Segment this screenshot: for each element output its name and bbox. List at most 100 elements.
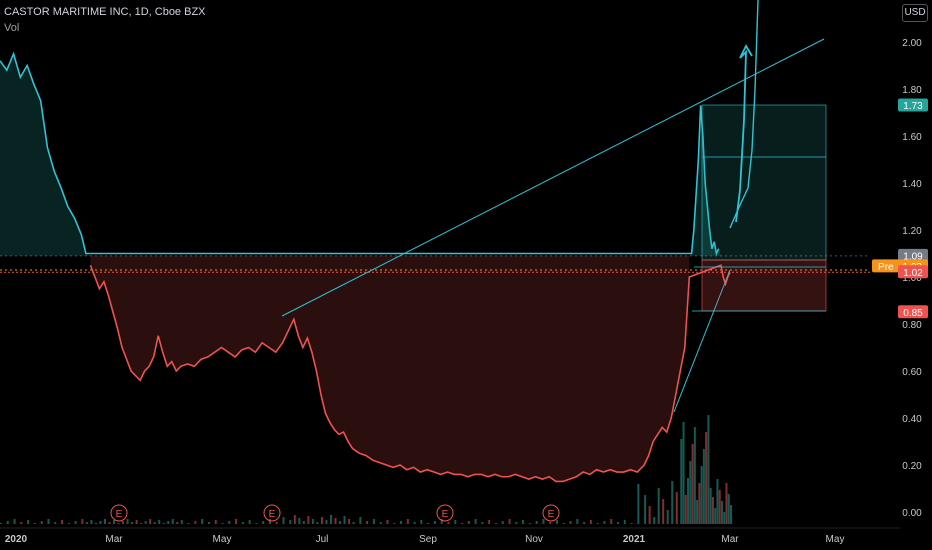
earnings-marker[interactable] xyxy=(436,504,454,522)
price-badge xyxy=(898,248,928,262)
volume-bar xyxy=(6,521,9,524)
volume-bar xyxy=(180,520,183,524)
projection-path[interactable] xyxy=(729,0,759,229)
volume-bar xyxy=(126,519,129,524)
earnings-marker-label: E xyxy=(548,509,555,520)
volume-bar xyxy=(176,522,179,524)
volume-bar xyxy=(687,478,690,524)
volume-bar xyxy=(433,521,436,524)
volume-bar xyxy=(522,520,525,524)
volume-bar xyxy=(316,522,319,524)
volume-bar xyxy=(549,522,552,524)
volume-bar xyxy=(94,523,97,524)
volume-bar xyxy=(718,490,721,524)
volume-bar xyxy=(103,519,106,524)
volume-bar xyxy=(108,522,111,524)
volume-bar xyxy=(27,520,30,524)
volume-bar xyxy=(730,505,732,524)
volume-bar xyxy=(302,521,305,524)
volume-bar xyxy=(20,522,23,524)
time-axis[interactable]: 2020 Mar May Jul Sep Nov 2021 Mar May xyxy=(0,527,900,545)
volume-bar xyxy=(725,483,728,524)
volume-bar xyxy=(714,508,717,524)
volume-bar xyxy=(67,523,70,524)
price-badge xyxy=(898,98,928,112)
y-tick-label: 0.40 xyxy=(902,414,922,425)
earnings-marker[interactable] xyxy=(110,504,128,522)
baseline-fill-up xyxy=(0,53,721,256)
x-tick-label: Jul xyxy=(316,534,329,545)
currency-button[interactable]: USD xyxy=(902,4,928,22)
price-badge-label: 1.73 xyxy=(903,101,923,112)
volume-bar xyxy=(680,439,683,524)
volume-bar xyxy=(171,519,174,524)
volume-bar xyxy=(637,484,640,524)
symbol-title[interactable]: CASTOR MARITIME INC, 1D, Cboe BZX xyxy=(4,6,206,18)
x-tick-label: May xyxy=(213,534,232,545)
series-line-down xyxy=(89,264,731,483)
trend-line-support[interactable] xyxy=(673,269,731,413)
volume-bar xyxy=(268,519,271,524)
volume-bar xyxy=(420,520,423,524)
volume-bar xyxy=(528,523,531,524)
volume-bar xyxy=(320,517,323,524)
volume-bar xyxy=(596,523,599,524)
price-axis[interactable]: 2.00 1.80 1.60 1.40 1.20 1.00 0.80 0.60 0.40 0.20… xyxy=(902,38,922,519)
arrow-up-path[interactable] xyxy=(735,44,753,223)
volume-bar xyxy=(720,501,723,524)
volume-indicator-label[interactable]: Vol xyxy=(4,22,20,34)
long-position-profit-zone[interactable] xyxy=(701,104,827,261)
volume-bar xyxy=(707,415,710,524)
volume-bar xyxy=(723,512,726,524)
trend-line-main[interactable] xyxy=(281,38,825,317)
volume-bar xyxy=(372,519,375,524)
x-tick-label: May xyxy=(826,534,845,545)
price-badge xyxy=(898,305,928,319)
volume-bars xyxy=(0,415,732,524)
volume-bar xyxy=(623,520,626,524)
volume-bar xyxy=(248,520,251,524)
price-badge-label: 0.85 xyxy=(903,308,923,319)
earnings-marker[interactable] xyxy=(542,504,560,522)
volume-bar xyxy=(474,519,477,524)
earnings-marker[interactable] xyxy=(263,504,281,522)
volume-bar xyxy=(727,494,730,524)
volume-bar xyxy=(684,495,687,524)
volume-bar xyxy=(481,522,484,524)
volume-bar xyxy=(241,522,244,524)
volume-bar xyxy=(122,521,125,524)
volume-bar xyxy=(117,523,120,524)
volume-bar xyxy=(0,523,2,524)
volume-bar xyxy=(653,517,656,524)
y-tick-label: 1.80 xyxy=(902,85,922,96)
volume-bar xyxy=(675,492,678,524)
volume-bar xyxy=(467,521,470,524)
x-tick-label: Mar xyxy=(721,534,739,545)
volume-bar xyxy=(33,523,36,524)
y-tick-label: 0.60 xyxy=(902,367,922,378)
volume-bar xyxy=(343,516,346,524)
volume-bar xyxy=(214,520,217,524)
baseline-fill-down xyxy=(90,255,690,482)
volume-bar xyxy=(47,519,50,524)
volume-bar xyxy=(406,519,409,524)
volume-bar xyxy=(657,488,660,524)
x-tick-label: Mar xyxy=(105,534,123,545)
volume-bar xyxy=(275,522,278,524)
volume-bar xyxy=(74,521,77,524)
volume-bar xyxy=(630,523,633,524)
long-position-loss-zone[interactable] xyxy=(701,259,827,312)
volume-bar xyxy=(603,521,606,524)
volume-bar xyxy=(339,521,342,524)
volume-bar xyxy=(589,520,592,524)
volume-bar xyxy=(700,466,703,524)
x-tick-label: 2021 xyxy=(623,534,646,545)
volume-bar xyxy=(576,519,579,524)
volume-bar xyxy=(158,520,161,524)
y-tick-label: 0.00 xyxy=(902,508,922,519)
volume-bar xyxy=(515,522,518,524)
volume-bar xyxy=(610,519,613,524)
